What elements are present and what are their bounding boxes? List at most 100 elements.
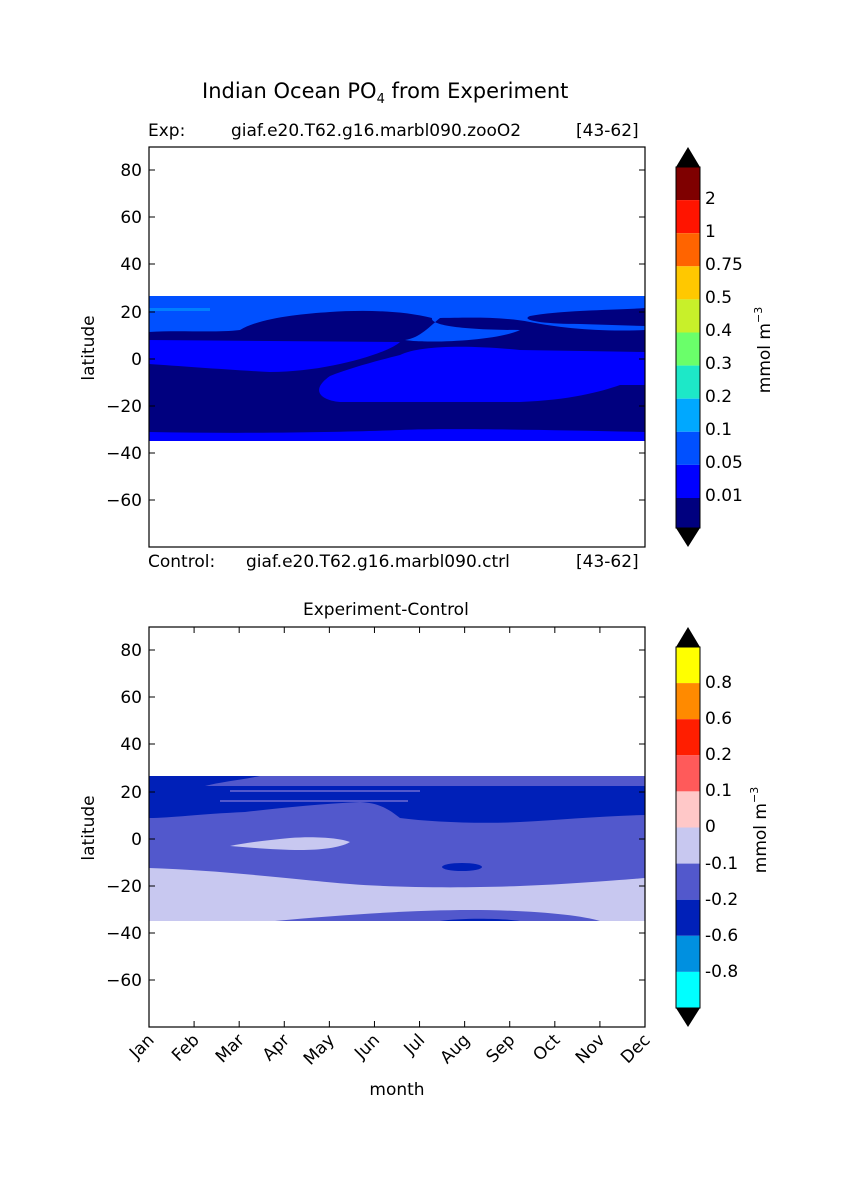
bottom-colorbar-extend-top: [676, 627, 700, 647]
top-field-band-0.01-south: [149, 429, 645, 441]
bottom-y-ticks: [149, 649, 645, 981]
bottom-field-band-neg06: [149, 776, 645, 823]
exp-label: Exp:: [148, 121, 186, 141]
bottom-y-label-m20: −20: [106, 877, 142, 897]
x-label-may: May: [300, 1030, 339, 1069]
bottom-cb-label-m0.2: -0.2: [705, 890, 738, 910]
bottom-plot: [148, 626, 646, 1028]
bottom-y-label-0: 0: [131, 830, 142, 850]
top-field-light-strip: [149, 308, 210, 311]
x-label-apr: Apr: [259, 1030, 294, 1065]
bottom-colorbar-unit: mmol m−3: [748, 787, 771, 873]
bottom-y-label-60: 60: [120, 688, 142, 708]
top-cb-seg-3: [676, 398, 700, 432]
top-cb-label-0.4: 0.4: [705, 321, 732, 341]
bottom-y-tick-labels: 80 60 40 20 0 −20 −40 −60: [106, 641, 142, 991]
figure-title: Indian Ocean PO4 from Experiment: [202, 79, 568, 107]
bottom-y-label-m60: −60: [106, 971, 142, 991]
exp-name: giaf.e20.T62.g16.marbl090.zooO2: [231, 121, 522, 141]
x-label-dec: Dec: [617, 1030, 654, 1067]
top-cb-seg-6: [676, 299, 700, 333]
bottom-y-label-m40: −40: [106, 924, 142, 944]
top-y-axis-label: latitude: [79, 315, 99, 380]
bottom-field-blob: [442, 863, 482, 871]
top-unit-exp: −3: [752, 307, 765, 323]
bottom-unit-exp: −3: [748, 787, 761, 803]
bottom-cb-seg-8: [676, 683, 700, 720]
top-cb-label-0.5: 0.5: [705, 288, 732, 308]
bottom-colorbar: [675, 627, 701, 1027]
bottom-plot-frame: [148, 626, 646, 1028]
bottom-field-island: [230, 837, 350, 850]
top-plot: [148, 146, 646, 548]
top-y-label-60: 60: [120, 208, 142, 228]
top-field-band-0.05: [149, 296, 645, 342]
bottom-cb-seg-1: [676, 935, 700, 972]
bottom-cb-label-0.6: 0.6: [705, 709, 732, 729]
top-cb-label-1: 1: [705, 222, 716, 242]
top-cb-label-0.1: 0.1: [705, 420, 732, 440]
top-y-ticks: [149, 169, 645, 501]
top-cb-seg-0: [676, 498, 700, 528]
top-colorbar-unit: mmol m−3: [752, 307, 775, 393]
bottom-y-label-20: 20: [120, 783, 142, 803]
bottom-cb-label-0.1: 0.1: [705, 781, 732, 801]
x-label-mar: Mar: [212, 1030, 249, 1067]
exp-years: [43-62]: [576, 121, 639, 141]
figure-title-subscript: 4: [376, 92, 385, 108]
control-label: Control:: [148, 552, 216, 572]
top-y-label-m60: −60: [106, 491, 142, 511]
top-colorbar-labels: 2 1 0.75 0.5 0.4 0.3 0.2 0.1 0.05 0.01: [705, 189, 743, 506]
bottom-unit-base: mmol m: [751, 803, 771, 873]
top-y-tick-labels: 80 60 40 20 0 −20 −40 −60: [106, 161, 142, 511]
bottom-x-axis-label: month: [369, 1080, 424, 1100]
top-cb-seg-4: [676, 365, 700, 399]
x-label-jun: Jun: [350, 1030, 384, 1064]
bottom-colorbar-frame: [675, 646, 701, 1009]
top-field-band-0.01: [149, 296, 645, 402]
top-cb-label-0.75: 0.75: [705, 255, 743, 275]
bottom-field-band-neg02-south: [275, 910, 600, 921]
bottom-x-tick-labels: Jan Feb Mar Apr May Jun Jul Aug Sep Oct Nov Dec: [125, 1030, 654, 1069]
top-colorbar-extend-top: [676, 147, 700, 167]
x-label-aug: Aug: [437, 1030, 475, 1068]
top-y-label-80: 80: [120, 161, 142, 181]
top-y-label-40: 40: [120, 255, 142, 275]
x-label-sep: Sep: [482, 1030, 519, 1067]
bottom-cb-seg-0: [676, 971, 700, 1008]
bottom-cb-label-m0.1: -0.1: [705, 854, 738, 874]
top-cb-seg-8: [676, 233, 700, 267]
bottom-colorbar-labels: 0.8 0.6 0.2 0.1 0 -0.1 -0.2 -0.6 -0.8: [705, 673, 738, 982]
bottom-cb-label-0.8: 0.8: [705, 673, 732, 693]
control-years: [43-62]: [576, 552, 639, 572]
x-label-feb: Feb: [168, 1030, 203, 1065]
control-name: giaf.e20.T62.g16.marbl090.ctrl: [246, 552, 510, 572]
top-cb-seg-9: [676, 200, 700, 234]
bottom-y-label-80: 80: [120, 641, 142, 661]
bottom-cb-seg-7: [676, 719, 700, 756]
top-cb-seg-7: [676, 266, 700, 300]
top-colorbar-extend-bottom: [676, 528, 700, 547]
bottom-x-ticks: [148, 627, 646, 1027]
top-cb-label-0.01: 0.01: [705, 486, 743, 506]
bottom-cb-seg-3: [676, 863, 700, 900]
x-label-jul: Jul: [400, 1030, 429, 1059]
bottom-cb-seg-5: [676, 791, 700, 828]
bottom-field-band-neg01-south: [149, 868, 645, 921]
top-cb-label-0.3: 0.3: [705, 354, 732, 374]
bottom-field-streak-1: [230, 790, 420, 792]
top-cb-label-0.2: 0.2: [705, 387, 732, 407]
bottom-y-axis-label: latitude: [79, 795, 99, 860]
top-cb-label-0.05: 0.05: [705, 453, 743, 473]
bottom-cb-seg-9: [676, 647, 700, 684]
top-cb-seg-2: [676, 431, 700, 465]
bottom-colorbar-unit-text: mmol m−3: [748, 787, 771, 873]
top-y-label-m40: −40: [106, 444, 142, 464]
x-label-jan: Jan: [125, 1030, 158, 1063]
x-label-nov: Nov: [572, 1030, 610, 1068]
bottom-cb-label-m0.8: -0.8: [705, 962, 738, 982]
top-plot-frame: [148, 146, 646, 548]
top-cb-label-2: 2: [705, 189, 716, 209]
top-y-label-m20: −20: [106, 397, 142, 417]
